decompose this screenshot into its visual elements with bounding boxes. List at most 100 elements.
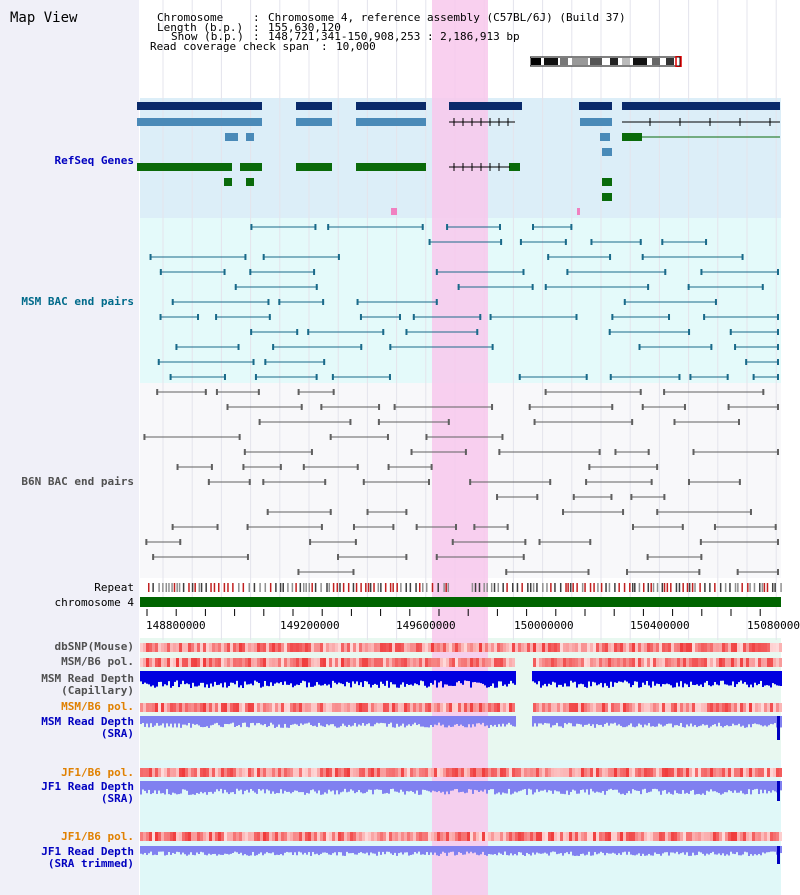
msm-depth-sra-bar bbox=[664, 716, 666, 726]
msm-pol2-heat bbox=[773, 703, 776, 712]
msm-pol2-heat bbox=[350, 703, 353, 712]
jf1-depth-sra-bar bbox=[150, 781, 152, 795]
jf1-depth-sra-bar bbox=[262, 781, 264, 790]
dbsnp-heat bbox=[140, 643, 143, 652]
jf1-pol-heat bbox=[482, 768, 485, 777]
msm-pol2-heat bbox=[578, 703, 581, 712]
msm-depth-capillary-bar bbox=[232, 671, 234, 683]
msm-depth-capillary-bar bbox=[702, 671, 704, 687]
msm-depth-sra-bar bbox=[300, 716, 302, 724]
dbsnp-heat bbox=[218, 643, 221, 652]
jf1-depth-trim-bar bbox=[286, 846, 288, 852]
b6n-bac-pair bbox=[737, 419, 740, 425]
jf1-pol-heat bbox=[716, 768, 719, 777]
dbsnp-heat bbox=[647, 643, 650, 652]
msm-depth-sra-bar bbox=[478, 716, 480, 724]
msm-depth-sra-bar bbox=[718, 716, 720, 723]
msm-depth-sra-bar bbox=[600, 716, 602, 725]
jf1-depth-trim-bar bbox=[308, 846, 310, 853]
jf1-depth-sra-bar bbox=[268, 781, 270, 791]
jf1-depth-trim-bar bbox=[174, 846, 176, 854]
msm-pol-heat bbox=[386, 658, 389, 667]
msm-depth-sra-bar bbox=[490, 716, 492, 725]
msm-depth-capillary-bar bbox=[568, 671, 570, 687]
msm-depth-sra-bar bbox=[230, 716, 232, 724]
b6n-bac-pair bbox=[337, 554, 340, 560]
msm-pol2-heat bbox=[143, 703, 146, 712]
jf1-depth-sra-bar bbox=[774, 781, 776, 792]
msm-depth-sra-bar bbox=[310, 716, 312, 725]
dbsnp-heat bbox=[179, 643, 182, 652]
msm-depth-capillary-bar bbox=[224, 671, 226, 683]
repeat-mark bbox=[352, 583, 355, 592]
length-info-label: Length (b.p.) bbox=[157, 21, 244, 34]
msm-depth-capillary-bar bbox=[320, 671, 322, 686]
jf1-depth-trim-bar bbox=[764, 846, 766, 854]
msm-bac-pair bbox=[159, 269, 162, 275]
msm-depth-capillary-bar bbox=[696, 671, 698, 685]
repeat-mark bbox=[332, 583, 335, 592]
chromosome-track-label: chromosome 4 bbox=[54, 596, 134, 609]
repeat-mark bbox=[369, 583, 372, 592]
dbsnp-heat bbox=[494, 643, 497, 652]
jf1-depth-sra-bar bbox=[360, 781, 362, 793]
jf1-depth-trim-bar bbox=[674, 846, 676, 854]
msm-bac-pair bbox=[703, 314, 706, 320]
msm-depth-sra-bar bbox=[690, 716, 692, 724]
dbsnp-heat bbox=[236, 643, 239, 652]
jf1-pol2-heat bbox=[524, 832, 527, 841]
msm-depth-capillary-bar bbox=[344, 671, 346, 687]
msm-pol-heat bbox=[305, 658, 308, 667]
jf1-pol-heat bbox=[551, 768, 554, 777]
jf1-depth-sra-bar bbox=[712, 781, 714, 792]
msm-pol2-heat bbox=[698, 703, 701, 712]
b6n-bac-pair bbox=[392, 524, 395, 530]
msm-pol2-heat bbox=[485, 703, 488, 712]
dbsnp-heat bbox=[185, 643, 188, 652]
jf1-depth-trim-bar bbox=[438, 846, 440, 856]
dbsnp-heat bbox=[509, 643, 512, 652]
msm-pol-heat bbox=[731, 658, 734, 667]
jf1-pol-heat bbox=[623, 768, 626, 777]
jf1-depth-trim-bar bbox=[426, 846, 428, 853]
msm-depth-capillary-bar bbox=[540, 671, 542, 688]
jf1-pol2-heat bbox=[452, 832, 455, 841]
msm-depth-capillary-bar bbox=[758, 671, 760, 684]
jf1-pol-heat bbox=[275, 768, 278, 777]
jf1-depth-sra-bar bbox=[520, 781, 522, 791]
msm-depth-capillary-bar bbox=[578, 671, 580, 685]
b6n-bac-pair bbox=[310, 449, 313, 455]
msm-depth-sra-bar bbox=[754, 716, 756, 724]
msm-depth-sra-bar bbox=[224, 716, 226, 724]
jf1-depth-sra-bar bbox=[308, 781, 310, 794]
msm-bac-pair bbox=[237, 344, 240, 350]
jf1-pol-heat bbox=[416, 768, 419, 777]
jf1-depth-trim-bar bbox=[762, 846, 764, 853]
msm-pol2-heat bbox=[377, 703, 380, 712]
msm-depth-capillary-bar bbox=[570, 671, 572, 681]
jf1-pol2-heat bbox=[221, 832, 224, 841]
jf1-pol2-heat bbox=[485, 832, 488, 841]
msm-pol-heat bbox=[671, 658, 674, 667]
msm-pol-heat bbox=[167, 658, 170, 667]
jf1-depth-trim-bar bbox=[356, 846, 358, 855]
msm-depth-capillary-bar bbox=[686, 671, 688, 685]
repeat-mark bbox=[474, 583, 477, 592]
msm-pol-heat bbox=[149, 658, 152, 667]
msm-pol-heat bbox=[434, 658, 437, 667]
b6n-bac-pair bbox=[699, 539, 702, 545]
msm-depth-capillary-bar bbox=[190, 671, 192, 688]
jf1-depth-sra-bar bbox=[376, 781, 378, 790]
jf1-depth-trim-bar bbox=[660, 846, 662, 856]
jf1-depth-trim-bar bbox=[692, 846, 694, 853]
jf1-depth-sra-bar bbox=[478, 781, 480, 792]
msm-depth-sra-bar bbox=[200, 716, 202, 727]
msm-pol2-heat bbox=[305, 703, 308, 712]
jf1-depth-sra-bar bbox=[260, 781, 262, 791]
jf1-pol-heat bbox=[704, 768, 707, 777]
chromosome-ideogram[interactable] bbox=[529, 52, 682, 68]
repeat-mark bbox=[638, 583, 641, 592]
jf1-pol-heat bbox=[224, 768, 227, 777]
dbsnp-heat bbox=[476, 643, 479, 652]
